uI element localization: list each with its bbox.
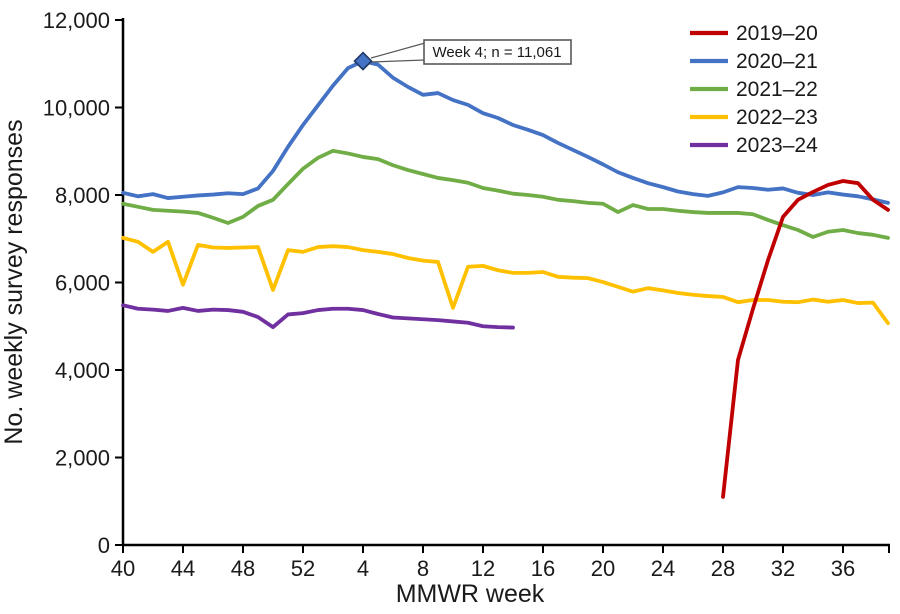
legend-label: 2021–22 [736,78,818,101]
annotation-callout: Week 4; n = 11,061 [353,39,572,71]
x-tick-label: 24 [651,556,675,581]
x-tick-label: 44 [171,556,195,581]
x-axis-title: MMWR week [396,580,545,608]
annotation-label: Week 4; n = 11,061 [432,44,561,61]
legend-label: 2023–24 [736,134,818,157]
y-tick-label: 4,000 [55,358,110,383]
x-tick-label: 20 [591,556,615,581]
y-axis-title: No. weekly survey responses [0,119,28,444]
series-line-2019-20 [721,179,890,499]
legend-label: 2022–23 [736,106,818,129]
y-tick-label: 12,000 [43,8,110,33]
x-tick-label: 32 [771,556,795,581]
x-tick-label: 52 [291,556,315,581]
legend: 2019–20 2020–21 2021–22 2022–23 2023–24 [690,22,818,157]
y-tick-label: 2,000 [55,446,110,471]
y-tick-label: 8,000 [55,183,110,208]
series-line-2022-23 [121,235,890,326]
legend-label: 2020–21 [736,50,818,73]
legend-label: 2019–20 [736,22,818,45]
y-tick-label: 0 [98,533,110,558]
x-tick-label: 28 [711,556,735,581]
x-tick-label: 48 [231,556,255,581]
x-tick-label: 40 [111,556,135,581]
x-tick-label: 16 [531,556,555,581]
callout-leader-line-bottom [370,59,426,63]
callout-leader-line-top [370,42,426,59]
x-tick-label: 12 [471,556,495,581]
y-tick-label: 6,000 [55,271,110,296]
peak-diamond-marker [353,51,373,71]
series-line-2020-21 [121,59,890,205]
x-tick-label: 8 [417,556,429,581]
x-tick-label: 4 [357,556,369,581]
y-tick-label: 10,000 [43,96,110,121]
series-line-2021-22 [121,148,890,240]
x-tick-label: 36 [831,556,855,581]
annotation-box [423,39,572,65]
series-lines [121,59,890,499]
series-line-2023-24 [121,303,515,330]
